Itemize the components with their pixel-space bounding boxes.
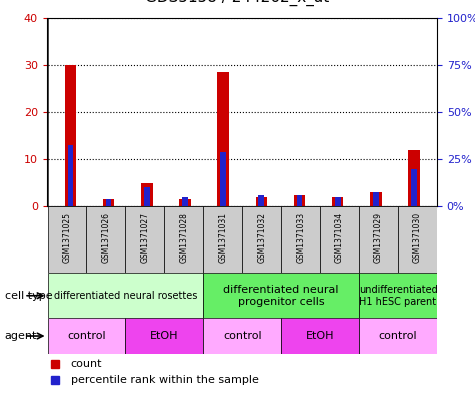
- Bar: [258, 195, 264, 206]
- Bar: [370, 192, 381, 206]
- Bar: [335, 197, 341, 206]
- Text: GSM1371032: GSM1371032: [257, 212, 266, 263]
- Text: GSM1371027: GSM1371027: [141, 212, 149, 263]
- Text: differentiated neural rosettes: differentiated neural rosettes: [54, 291, 197, 301]
- Text: undifferentiated
H1 hESC parent: undifferentiated H1 hESC parent: [359, 285, 437, 307]
- Bar: [332, 197, 343, 206]
- Bar: [218, 72, 229, 206]
- Text: GSM1371029: GSM1371029: [374, 212, 383, 263]
- Text: GDS5158 / 244262_x_at: GDS5158 / 244262_x_at: [145, 0, 330, 6]
- Bar: [106, 199, 112, 206]
- Text: control: control: [379, 331, 418, 341]
- Bar: [141, 183, 152, 206]
- Bar: [373, 192, 379, 206]
- Text: GSM1371034: GSM1371034: [335, 212, 344, 263]
- Bar: [48, 273, 203, 318]
- Text: GSM1371026: GSM1371026: [102, 212, 110, 263]
- Bar: [256, 197, 267, 206]
- Text: EtOH: EtOH: [306, 331, 334, 341]
- Bar: [281, 206, 320, 273]
- Text: control: control: [223, 331, 262, 341]
- Bar: [103, 199, 114, 206]
- Text: GSM1371025: GSM1371025: [63, 212, 71, 263]
- Text: control: control: [67, 331, 106, 341]
- Bar: [48, 318, 125, 354]
- Text: GSM1371033: GSM1371033: [296, 212, 305, 263]
- Bar: [359, 206, 398, 273]
- Bar: [203, 206, 242, 273]
- Bar: [281, 318, 359, 354]
- Bar: [203, 273, 359, 318]
- Bar: [294, 195, 305, 206]
- Bar: [86, 206, 125, 273]
- Bar: [125, 318, 203, 354]
- Bar: [297, 195, 303, 206]
- Text: differentiated neural
progenitor cells: differentiated neural progenitor cells: [223, 285, 339, 307]
- Text: GSM1371031: GSM1371031: [218, 212, 227, 263]
- Text: agent: agent: [5, 331, 37, 341]
- Text: count: count: [71, 358, 103, 369]
- Bar: [65, 65, 76, 206]
- Bar: [411, 169, 417, 206]
- Bar: [398, 206, 437, 273]
- Bar: [408, 150, 420, 206]
- Bar: [359, 318, 437, 354]
- Bar: [320, 206, 359, 273]
- Bar: [164, 206, 203, 273]
- Bar: [359, 273, 437, 318]
- Bar: [203, 318, 281, 354]
- Bar: [125, 206, 164, 273]
- Bar: [144, 187, 150, 206]
- Bar: [182, 197, 188, 206]
- Text: percentile rank within the sample: percentile rank within the sample: [71, 375, 259, 385]
- Bar: [220, 152, 226, 206]
- Text: EtOH: EtOH: [150, 331, 179, 341]
- Text: GSM1371028: GSM1371028: [180, 212, 188, 263]
- Bar: [242, 206, 281, 273]
- Text: cell type: cell type: [5, 291, 52, 301]
- Text: GSM1371030: GSM1371030: [413, 212, 422, 263]
- Bar: [179, 199, 190, 206]
- Bar: [48, 206, 86, 273]
- Bar: [67, 145, 73, 206]
